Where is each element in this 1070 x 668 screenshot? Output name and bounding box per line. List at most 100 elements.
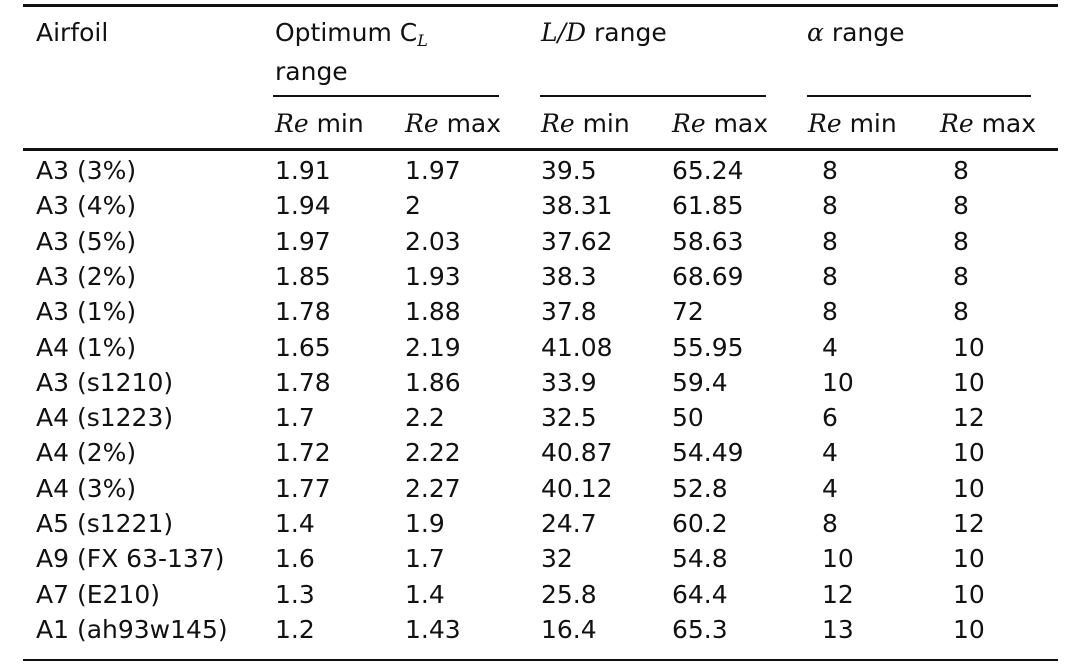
cell-ld-re-min: 24.7 bbox=[541, 509, 597, 538]
cell-cl-re-min: 1.2 bbox=[275, 614, 315, 644]
cell-alpha-re-max: 10 bbox=[953, 579, 985, 609]
cell-airfoil: A5 (s1221) bbox=[36, 509, 174, 538]
subheader-cl-re-min: Re min bbox=[275, 106, 364, 142]
cell-airfoil: A3 (2%) bbox=[36, 261, 137, 291]
header-cl-suffix: range bbox=[275, 57, 348, 86]
header-rule bbox=[23, 148, 1058, 151]
cell-cl-re-max: 2.2 bbox=[405, 403, 445, 433]
header-alpha-suffix: range bbox=[823, 18, 905, 47]
max-label: max bbox=[973, 109, 1037, 138]
cell-cl-re-max: 1.97 bbox=[405, 156, 461, 185]
re-label: Re bbox=[672, 109, 706, 138]
cell-alpha-re-max: 10 bbox=[953, 614, 985, 644]
cell-alpha-re-min: 10 bbox=[822, 367, 854, 397]
cell-cl-re-max: 2.19 bbox=[405, 332, 461, 362]
cell-alpha-re-min: 8 bbox=[822, 261, 838, 291]
subheader-rule-ld bbox=[540, 95, 766, 97]
cell-alpha-re-min: 4 bbox=[822, 332, 838, 362]
subheader-ld-re-max: Re max bbox=[672, 106, 768, 142]
cell-alpha-re-min: 8 bbox=[822, 226, 838, 256]
cell-alpha-re-min: 4 bbox=[822, 473, 838, 503]
cell-cl-re-max: 1.86 bbox=[405, 367, 461, 397]
cell-ld-re-max: 65.3 bbox=[672, 614, 728, 644]
cell-airfoil: A4 (3%) bbox=[36, 473, 137, 503]
cell-alpha-re-max: 10 bbox=[953, 332, 985, 362]
cell-cl-re-max: 1.9 bbox=[405, 509, 445, 538]
top-rule bbox=[23, 4, 1058, 7]
cell-cl-re-min: 1.78 bbox=[275, 367, 331, 397]
cell-airfoil: A3 (4%) bbox=[36, 191, 137, 221]
cell-airfoil: A3 (1%) bbox=[36, 297, 137, 327]
cell-alpha-re-max: 8 bbox=[953, 156, 969, 185]
cell-ld-re-min: 40.12 bbox=[541, 473, 613, 503]
cell-ld-re-min: 38.3 bbox=[541, 261, 597, 291]
cell-cl-re-min: 1.77 bbox=[275, 473, 331, 503]
min-label: min bbox=[574, 109, 630, 138]
cell-cl-re-max: 1.43 bbox=[405, 614, 461, 644]
header-cl-prefix: Optimum C bbox=[275, 18, 418, 47]
header-airfoil: Airfoil bbox=[36, 18, 109, 47]
header-optimum-cl: Optimum CL range bbox=[275, 15, 428, 90]
cell-ld-re-min: 38.31 bbox=[541, 191, 613, 221]
re-label: Re bbox=[405, 109, 439, 138]
cell-ld-re-min: 40.87 bbox=[541, 438, 613, 468]
cell-airfoil: A9 (FX 63-137) bbox=[36, 544, 225, 574]
cell-alpha-re-max: 12 bbox=[953, 403, 985, 433]
cell-ld-re-min: 37.62 bbox=[541, 226, 613, 256]
cell-cl-re-min: 1.7 bbox=[275, 403, 315, 433]
cell-airfoil: A3 (s1210) bbox=[36, 367, 174, 397]
header-ld-italic: L/D bbox=[541, 18, 587, 47]
min-label: min bbox=[841, 109, 897, 138]
cell-cl-re-min: 1.97 bbox=[275, 226, 331, 256]
cell-alpha-re-min: 4 bbox=[822, 438, 838, 468]
cell-airfoil: A4 (1%) bbox=[36, 332, 137, 362]
header-ld-range: L/D range bbox=[541, 15, 667, 51]
re-label: Re bbox=[940, 109, 974, 138]
subheader-ld-re-min: Re min bbox=[541, 106, 630, 142]
header-alpha-range: α range bbox=[807, 15, 905, 51]
re-label: Re bbox=[541, 109, 575, 138]
max-label: max bbox=[438, 109, 502, 138]
cell-ld-re-min: 25.8 bbox=[541, 579, 597, 609]
cell-alpha-re-max: 10 bbox=[953, 367, 985, 397]
cell-airfoil: A7 (E210) bbox=[36, 579, 160, 609]
cell-cl-re-max: 2 bbox=[405, 191, 421, 221]
re-label: Re bbox=[808, 109, 842, 138]
cell-airfoil: A1 (ah93w145) bbox=[36, 614, 228, 644]
cell-ld-re-min: 37.8 bbox=[541, 297, 597, 327]
subheader-cl-re-max: Re max bbox=[405, 106, 501, 142]
cell-ld-re-min: 33.9 bbox=[541, 367, 597, 397]
cell-cl-re-min: 1.78 bbox=[275, 297, 331, 327]
cell-ld-re-min: 32.5 bbox=[541, 403, 597, 433]
cell-cl-re-max: 1.88 bbox=[405, 297, 461, 327]
cell-ld-re-max: 50 bbox=[672, 403, 704, 433]
cell-alpha-re-min: 6 bbox=[822, 403, 838, 433]
cell-cl-re-min: 1.72 bbox=[275, 438, 331, 468]
re-label: Re bbox=[275, 109, 309, 138]
cell-ld-re-max: 52.8 bbox=[672, 473, 728, 503]
cell-ld-re-max: 54.49 bbox=[672, 438, 744, 468]
header-cl-subscript: L bbox=[417, 31, 428, 50]
cell-cl-re-max: 1.7 bbox=[405, 544, 445, 574]
cell-cl-re-min: 1.4 bbox=[275, 509, 315, 538]
cell-ld-re-max: 60.2 bbox=[672, 509, 728, 538]
cell-ld-re-max: 65.24 bbox=[672, 156, 744, 185]
cell-ld-re-max: 64.4 bbox=[672, 579, 728, 609]
cell-alpha-re-max: 10 bbox=[953, 473, 985, 503]
cell-ld-re-min: 41.08 bbox=[541, 332, 613, 362]
header-ld-suffix: range bbox=[586, 18, 667, 47]
cell-ld-re-max: 54.8 bbox=[672, 544, 728, 574]
cell-ld-re-max: 55.95 bbox=[672, 332, 744, 362]
cell-cl-re-max: 1.93 bbox=[405, 261, 461, 291]
cell-airfoil: A3 (5%) bbox=[36, 226, 137, 256]
cell-cl-re-min: 1.65 bbox=[275, 332, 331, 362]
cell-alpha-re-min: 13 bbox=[822, 614, 854, 644]
cell-alpha-re-max: 8 bbox=[953, 191, 969, 221]
cell-cl-re-min: 1.94 bbox=[275, 191, 331, 221]
subheader-alpha-re-max: Re max bbox=[940, 106, 1036, 142]
cell-cl-re-min: 1.6 bbox=[275, 544, 315, 574]
cell-ld-re-min: 16.4 bbox=[541, 614, 597, 644]
cell-airfoil: A4 (2%) bbox=[36, 438, 137, 468]
cell-cl-re-max: 2.22 bbox=[405, 438, 461, 468]
